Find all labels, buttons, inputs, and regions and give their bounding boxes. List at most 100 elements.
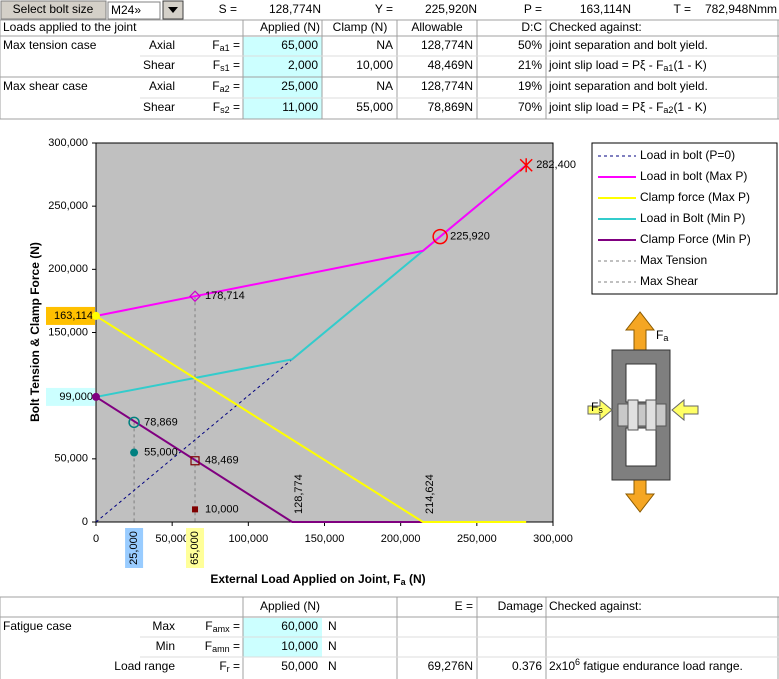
y-tick-label: 50,000: [54, 453, 88, 465]
dc-value: 21%: [518, 58, 542, 72]
check-text-part: a1: [663, 63, 673, 73]
bolt: [617, 403, 667, 427]
load-symbol: Fs2 =: [213, 100, 240, 115]
series-line: [95, 164, 527, 317]
legend-label: Clamp Force (Min P): [640, 232, 751, 246]
column-header: Allowable: [411, 20, 463, 34]
point-label: 55,000: [144, 446, 178, 458]
x-highlight-label: 65,000: [189, 531, 201, 565]
check-text-part: a2: [663, 105, 673, 115]
load-kind: Shear: [143, 100, 175, 114]
load-symbol-part: F: [219, 659, 226, 673]
applied-cells: [243, 37, 322, 119]
unit: N: [328, 639, 337, 653]
size-dropdown[interactable]: [107, 1, 161, 20]
check-text: joint slip load = Pξ - Fa2(1 - K): [548, 100, 707, 115]
point-label: 225,920: [450, 230, 490, 242]
x-axis-title-part: External Load Applied on Joint, F: [210, 572, 400, 586]
load-symbol-part: =: [230, 58, 240, 72]
force-label-part: a: [663, 333, 668, 343]
check-text-part: joint separation and bolt yield.: [548, 79, 708, 93]
check-text-part: joint slip load = Pξ - F: [548, 58, 663, 72]
legend-label: Clamp force (Max P): [640, 190, 750, 204]
load-symbol-part: F: [213, 100, 220, 114]
load-symbol-part: F: [205, 639, 212, 653]
check-text: joint slip load = Pξ - Fa1(1 - K): [548, 58, 707, 73]
allowable-value: 128,774N: [421, 79, 473, 93]
column-header: Checked against:: [549, 20, 642, 34]
bolt-head: [627, 399, 639, 431]
dc-value: 70%: [518, 100, 542, 114]
shear-arrow-right: [671, 398, 699, 422]
y-tick-label: 250,000: [48, 200, 88, 212]
load-kind: Axial: [149, 38, 175, 52]
y-highlight-label: 163,114: [54, 310, 93, 322]
param-label: P =: [524, 2, 542, 16]
clamp-value: 55,000: [356, 100, 393, 114]
clamp-value: NA: [376, 79, 393, 93]
point-label: 10,000: [205, 503, 239, 515]
y-axis-title: Bolt Tension & Clamp Force (N): [28, 242, 42, 422]
load-symbol-part: F: [212, 38, 219, 52]
legend-label: Load in Bolt (Min P): [640, 211, 745, 225]
x-marker-label: 214,624: [424, 474, 436, 514]
load-symbol-part: F: [213, 58, 220, 72]
x-axis-title: External Load Applied on Joint, Fa (N): [210, 572, 425, 587]
load-kind: Min: [156, 639, 175, 653]
shear-arrow-left: [587, 398, 613, 422]
point-label: 78,869: [144, 416, 178, 428]
param-value: 782,948Nmm: [705, 2, 777, 16]
dropdown-arrow: [168, 7, 178, 13]
force-label-part: F: [656, 328, 663, 342]
load-kind: Load range: [114, 659, 175, 673]
clamp-value: 10,000: [356, 58, 393, 72]
check-text: joint separation and bolt yield.: [548, 79, 708, 93]
check-text-part: 6: [575, 657, 580, 667]
load-symbol: Famn =: [205, 639, 240, 654]
load-symbol-part: s1: [220, 63, 230, 73]
x-tick-label: 150,000: [305, 533, 345, 545]
load-symbol-part: =: [230, 100, 240, 114]
y-tick-label: 200,000: [48, 263, 88, 275]
point-marker: [190, 456, 200, 466]
point-label: 282,400: [536, 159, 576, 171]
y-tick-label: 150,000: [48, 326, 88, 338]
clamp-value: NA: [376, 38, 393, 52]
x-highlight-label: 25,000: [128, 531, 140, 565]
check-text-part: (1 - K): [673, 58, 706, 72]
check-text-part: 2x10: [549, 659, 575, 673]
x-tick-label: 100,000: [228, 533, 268, 545]
load-symbol-part: F: [205, 619, 212, 633]
select-button[interactable]: [0, 0, 107, 20]
applied-value: 25,000: [281, 79, 318, 93]
load-symbol-part: amx: [213, 624, 231, 634]
joint-diagram: [587, 311, 699, 513]
load-kind: Shear: [143, 58, 175, 72]
allowable-value: 128,774N: [421, 38, 473, 52]
column-header: Applied (N): [260, 599, 320, 613]
unit: N: [328, 619, 337, 633]
point-label: 178,714: [205, 290, 245, 302]
check-text-part: joint separation and bolt yield.: [548, 38, 708, 52]
x-axis-title-part: a: [401, 577, 407, 587]
load-symbol: Famx =: [205, 619, 240, 634]
point-marker: [130, 448, 139, 457]
load-symbol-part: a2: [220, 84, 230, 94]
column-header: Clamp (N): [333, 20, 388, 34]
param-label: Y =: [375, 2, 393, 16]
force-label-part: F: [591, 400, 598, 414]
point-marker: [432, 228, 448, 245]
y-highlight-box: [46, 387, 95, 406]
load-symbol: Fa2 =: [212, 79, 240, 94]
x-tick-label: 300,000: [533, 533, 573, 545]
select-button-label: Select bolt size: [13, 2, 94, 16]
load-symbol-part: s2: [220, 105, 230, 115]
point-marker: [92, 392, 100, 401]
x-marker-label: 128,774: [293, 474, 305, 514]
load-symbol-part: F: [212, 79, 219, 93]
check-text-part: fatigue endurance load range.: [580, 659, 743, 673]
x-axis-title-part: (N): [406, 572, 426, 586]
load-symbol-part: =: [230, 619, 240, 633]
load-symbol-part: =: [230, 639, 240, 653]
